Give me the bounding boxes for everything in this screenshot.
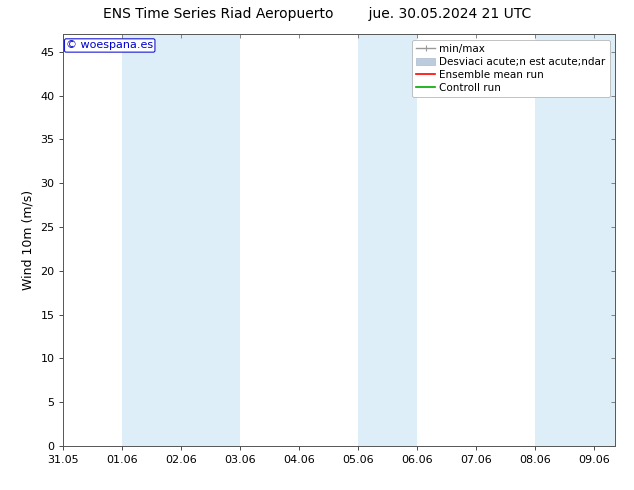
Bar bbox=[358, 34, 417, 446]
Bar bbox=[122, 34, 240, 446]
Text: © woespana.es: © woespana.es bbox=[66, 41, 153, 50]
Bar bbox=[535, 34, 615, 446]
Text: ENS Time Series Riad Aeropuerto        jue. 30.05.2024 21 UTC: ENS Time Series Riad Aeropuerto jue. 30.… bbox=[103, 7, 531, 22]
Y-axis label: Wind 10m (m/s): Wind 10m (m/s) bbox=[22, 190, 35, 290]
Legend: min/max, Desviaci acute;n est acute;ndar, Ensemble mean run, Controll run: min/max, Desviaci acute;n est acute;ndar… bbox=[412, 40, 610, 97]
